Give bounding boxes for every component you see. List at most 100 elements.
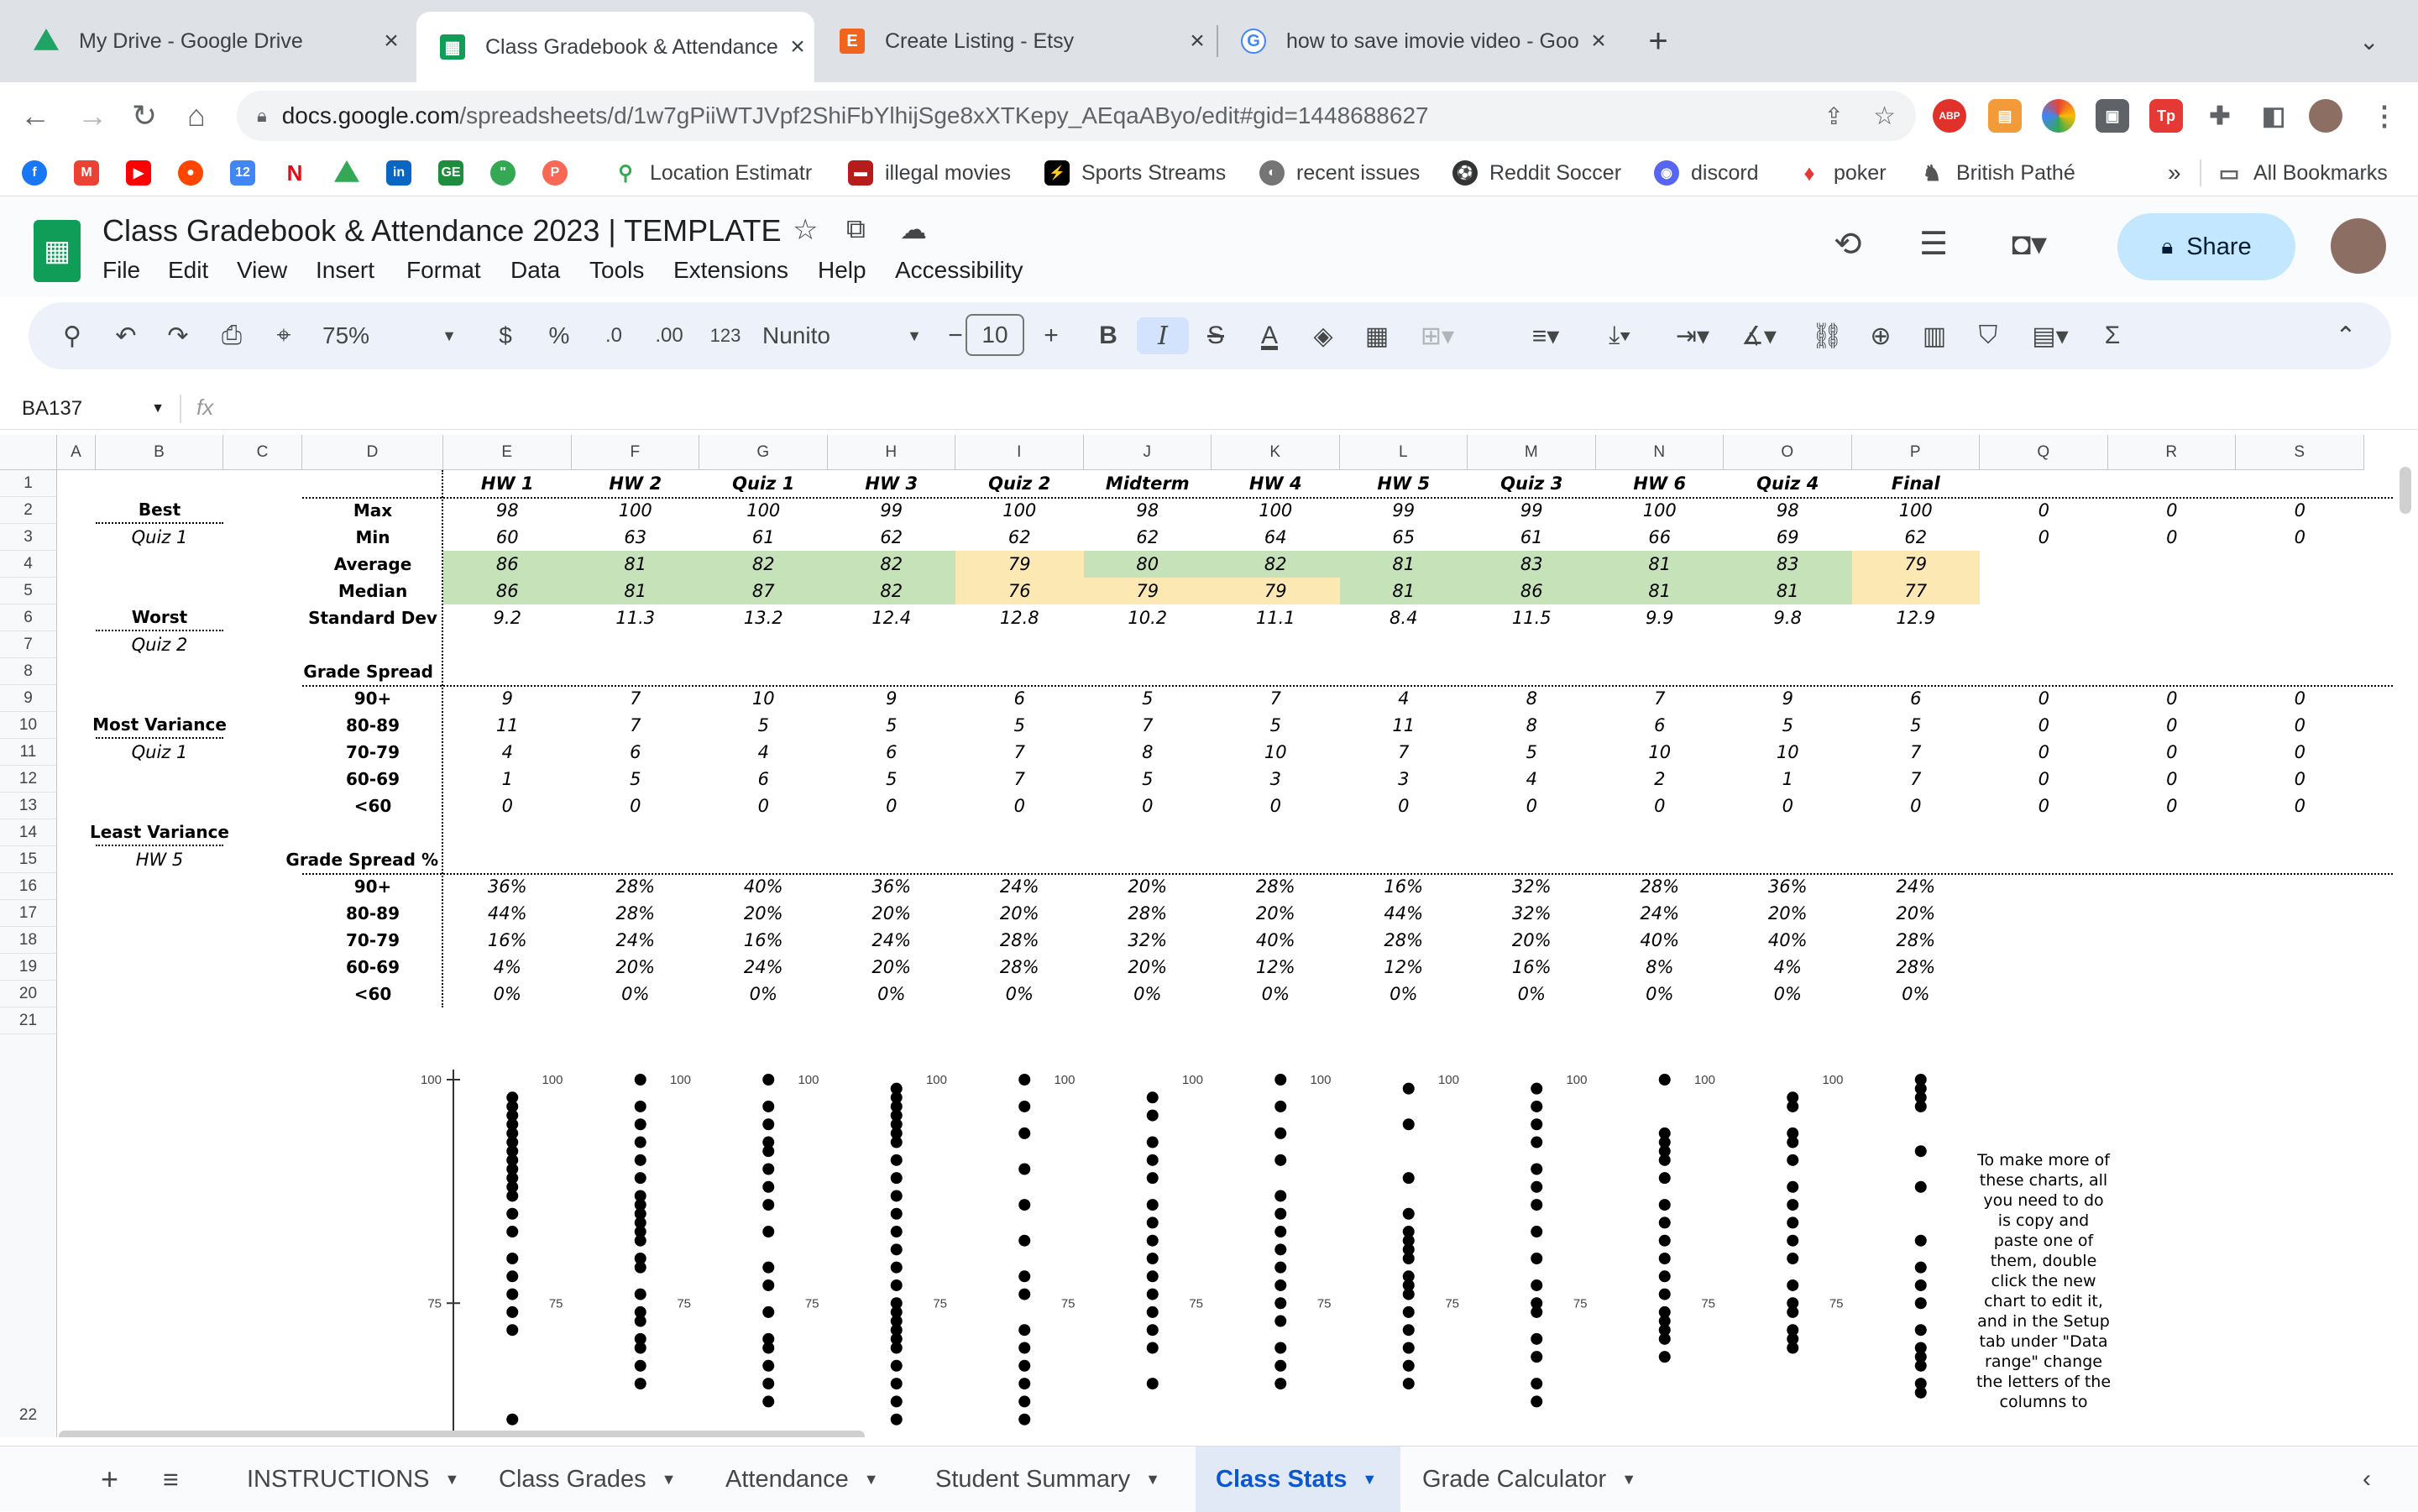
data-point[interactable]: [1658, 1234, 1671, 1247]
stat-stdev-cell[interactable]: 8.4: [1390, 608, 1418, 628]
row-header-17[interactable]: 17: [0, 900, 57, 927]
empty-zero-cell[interactable]: 0: [2294, 715, 2305, 735]
column-header-n[interactable]: N: [1595, 435, 1724, 470]
filter-views-icon[interactable]: ▤▾: [2032, 322, 2069, 350]
print-icon[interactable]: ⎙: [222, 322, 242, 349]
data-point[interactable]: [890, 1305, 903, 1318]
grade-spread-cell[interactable]: 5: [886, 769, 898, 789]
data-point[interactable]: [634, 1378, 646, 1390]
grade-spread-cell[interactable]: 2: [1654, 769, 1666, 789]
empty-zero-cell[interactable]: 0: [2294, 527, 2305, 547]
row-header-18[interactable]: 18: [0, 927, 57, 954]
grade-spread-pct-cell[interactable]: 20%: [1767, 903, 1808, 923]
grade-spread-cell[interactable]: 0: [1782, 796, 1793, 816]
data-point[interactable]: [1914, 1378, 1927, 1390]
data-point[interactable]: [634, 1261, 646, 1274]
grade-spread-pct-cell[interactable]: 4%: [1773, 957, 1802, 977]
star-icon[interactable]: ☆: [793, 214, 819, 246]
currency-format-button[interactable]: $: [499, 322, 512, 348]
data-point[interactable]: [634, 1199, 646, 1211]
data-point[interactable]: [1531, 1180, 1543, 1193]
data-point[interactable]: [1787, 1332, 1799, 1345]
grade-spread-cell[interactable]: 10: [751, 688, 775, 709]
data-point[interactable]: [762, 1226, 775, 1238]
data-point[interactable]: [634, 1332, 646, 1345]
adblock-plus-icon[interactable]: ABP: [1933, 99, 1966, 133]
data-point[interactable]: [1914, 1145, 1927, 1158]
data-point[interactable]: [1274, 1127, 1287, 1139]
data-point[interactable]: [634, 1359, 646, 1372]
data-point[interactable]: [1787, 1297, 1799, 1310]
empty-zero-cell[interactable]: 0: [2038, 769, 2049, 789]
empty-zero-cell[interactable]: 0: [2038, 527, 2049, 547]
data-point[interactable]: [1402, 1207, 1415, 1220]
data-point[interactable]: [1658, 1154, 1671, 1166]
data-point[interactable]: [1658, 1145, 1671, 1158]
data-point[interactable]: [1531, 1378, 1543, 1390]
add-sheet-button[interactable]: +: [101, 1462, 119, 1496]
stat-min-cell[interactable]: 61: [751, 527, 775, 547]
stat-median-cell[interactable]: 81: [1724, 578, 1852, 604]
extension-grid-icon[interactable]: ▤: [1988, 99, 2022, 133]
data-point[interactable]: [506, 1207, 519, 1220]
grade-spread-cell[interactable]: 7: [1142, 715, 1154, 735]
grade-spread-pct-cell[interactable]: 0%: [1902, 984, 1930, 1004]
data-point[interactable]: [890, 1154, 903, 1166]
grade-spread-pct-cell[interactable]: 32%: [1511, 903, 1552, 923]
grade-spread-cell[interactable]: 7: [630, 715, 641, 735]
collapse-toolbar-icon[interactable]: ⌃: [2335, 322, 2357, 350]
grade-spread-cell[interactable]: 11: [1392, 715, 1416, 735]
column-header-a[interactable]: A: [57, 435, 96, 470]
dropdown-arrow-icon[interactable]: ▼: [863, 1470, 879, 1488]
stat-max-cell[interactable]: 100: [618, 500, 652, 521]
data-point[interactable]: [506, 1270, 519, 1283]
document-title[interactable]: Class Gradebook & Attendance 2023 | TEMP…: [102, 213, 782, 248]
grade-spread-cell[interactable]: 5: [1526, 742, 1537, 762]
grade-spread-cell[interactable]: 3: [1269, 769, 1281, 789]
undo-icon[interactable]: ↶: [115, 322, 137, 350]
grade-spread-cell[interactable]: 7: [1654, 688, 1666, 709]
data-point[interactable]: [1658, 1199, 1671, 1211]
meet-video-icon[interactable]: ◘▾: [2012, 227, 2048, 262]
data-point[interactable]: [1146, 1378, 1159, 1390]
row-header-4[interactable]: 4: [0, 551, 57, 578]
data-point[interactable]: [1274, 1207, 1287, 1220]
fill-color-icon[interactable]: ◈: [1313, 322, 1333, 350]
merge-cells-icon[interactable]: ⊞▾: [1420, 322, 1455, 350]
empty-zero-cell[interactable]: 0: [2294, 688, 2305, 709]
decrease-decimal-button[interactable]: .0: [604, 324, 622, 347]
empty-zero-cell[interactable]: 0: [2166, 527, 2178, 547]
grade-spread-pct-cell[interactable]: 20%: [1128, 876, 1168, 897]
row-header-13[interactable]: 13: [0, 793, 57, 819]
data-point[interactable]: [1146, 1109, 1159, 1122]
paint-format-icon[interactable]: ⌖: [276, 322, 291, 349]
data-point[interactable]: [1531, 1082, 1543, 1095]
data-point[interactable]: [634, 1100, 646, 1112]
grade-spread-cell[interactable]: 6: [1013, 688, 1025, 709]
grade-spread-cell[interactable]: 4: [757, 742, 769, 762]
grade-spread-pct-cell[interactable]: 28%: [1255, 876, 1295, 897]
grade-spread-cell[interactable]: 10: [1776, 742, 1799, 762]
data-point[interactable]: [1531, 1297, 1543, 1310]
data-point[interactable]: [890, 1378, 903, 1390]
grade-spread-cell[interactable]: 3: [1398, 769, 1410, 789]
stat-stdev-cell[interactable]: 13.2: [743, 608, 783, 628]
data-point[interactable]: [1787, 1199, 1799, 1211]
sheet-tab-student-summary[interactable]: Student Summary ▼: [935, 1465, 1160, 1493]
data-point[interactable]: [1402, 1324, 1415, 1337]
stat-stdev-cell[interactable]: 11.5: [1511, 608, 1552, 628]
stat-min-cell[interactable]: 69: [1776, 527, 1799, 547]
data-point[interactable]: [762, 1395, 775, 1408]
data-point[interactable]: [634, 1154, 646, 1166]
grade-spread-pct-cell[interactable]: 32%: [1128, 930, 1168, 950]
menu-format[interactable]: Format: [406, 257, 481, 283]
grade-spread-pct-cell[interactable]: 40%: [1767, 930, 1808, 950]
formula-input[interactable]: [252, 395, 2351, 423]
grade-spread-cell[interactable]: 8: [1526, 688, 1537, 709]
grade-spread-cell[interactable]: 5: [1013, 715, 1025, 735]
bold-button[interactable]: B: [1099, 322, 1117, 349]
data-point[interactable]: [1146, 1305, 1159, 1318]
row-header-20[interactable]: 20: [0, 981, 57, 1007]
data-point[interactable]: [1787, 1091, 1799, 1104]
data-point[interactable]: [1018, 1359, 1031, 1372]
